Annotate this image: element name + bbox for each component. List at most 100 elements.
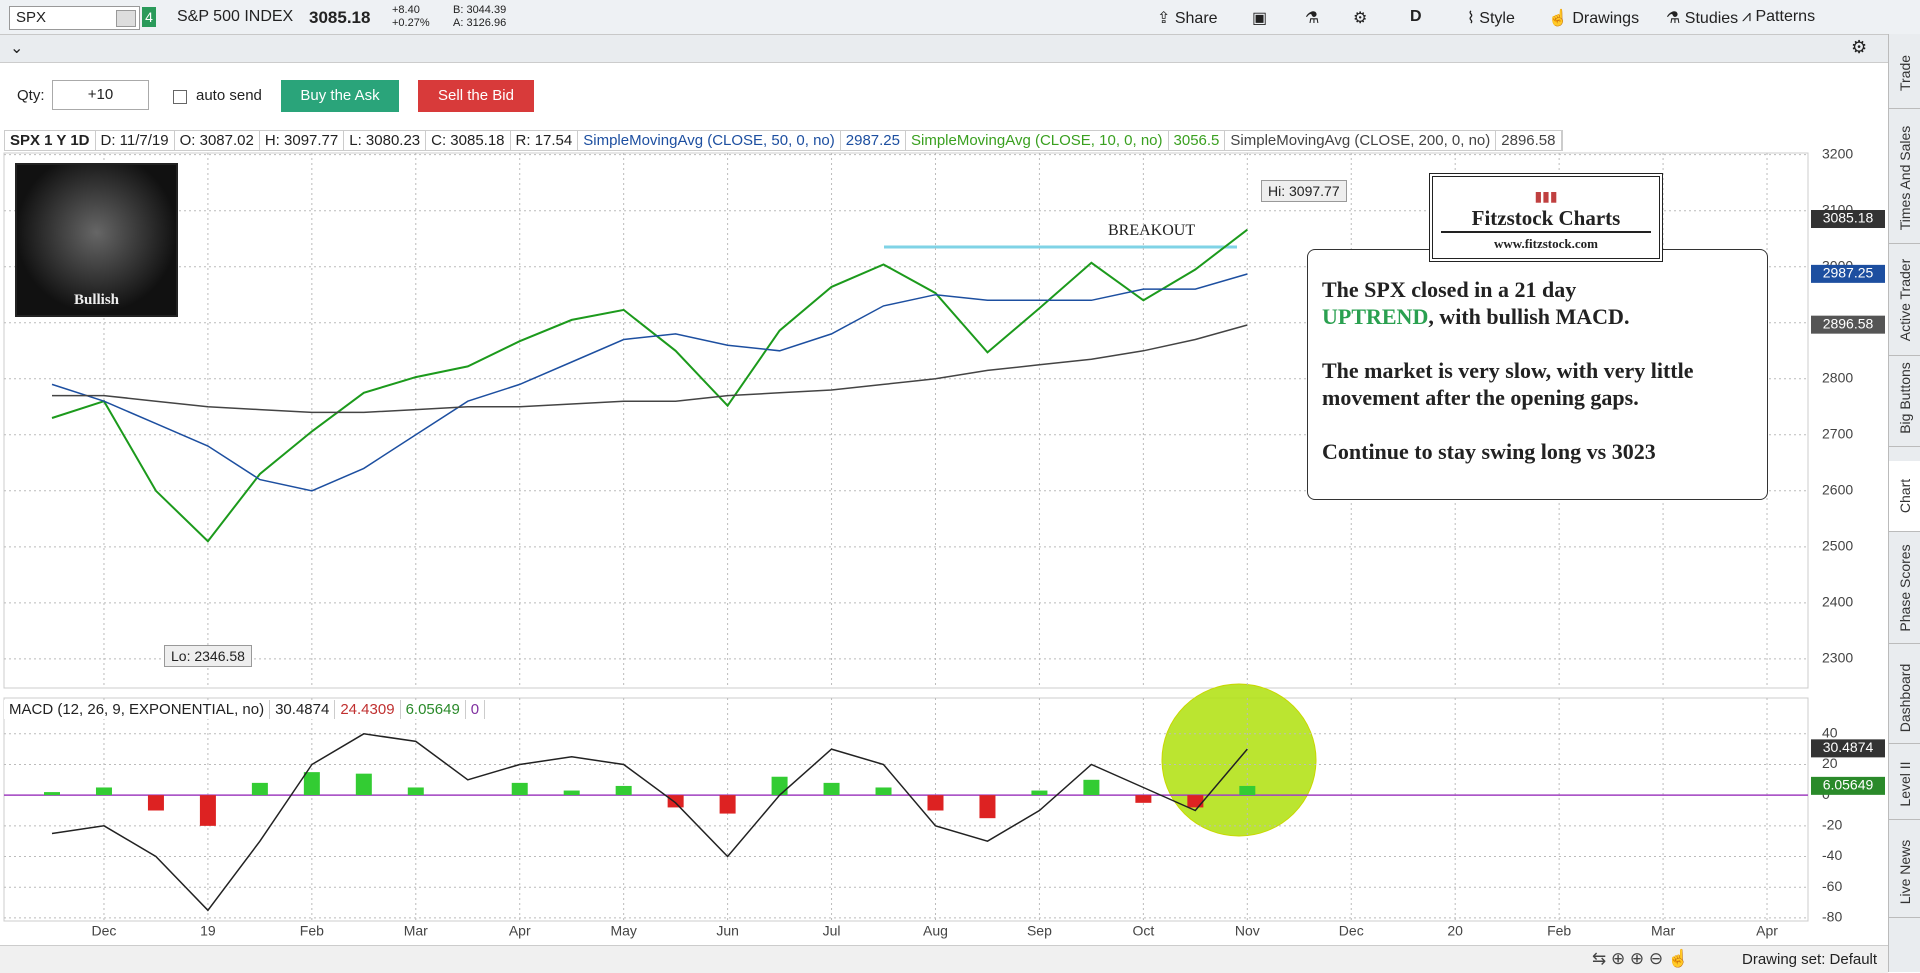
- histogram-bar: [1187, 795, 1204, 808]
- side-tabs: Trade Times And Sales Active Trader Big But…: [1888, 34, 1920, 972]
- side-tab[interactable]: Big Buttons: [1889, 351, 1920, 447]
- share-label: Share: [1174, 10, 1218, 27]
- studies-label: Studies: [1684, 10, 1739, 27]
- histogram-bar: [563, 790, 580, 796]
- chart-header: SPX 1 Y 1D D: 11/7/19 O: 3087.02 H: 3097.77…: [4, 130, 1563, 151]
- macd-readout: 6.05649: [401, 700, 466, 719]
- icon-button[interactable]: ▣: [1252, 10, 1268, 27]
- histogram-bar: [979, 795, 996, 819]
- side-tab-label: Big Buttons: [1897, 362, 1913, 434]
- side-tab-label: Phase Scores: [1897, 544, 1913, 632]
- side-tab-label: Level II: [1897, 761, 1913, 807]
- settings-button[interactable]: ⚙: [1353, 10, 1368, 27]
- bid: B: 3044.39: [453, 4, 507, 16]
- histogram-bar: [95, 787, 112, 796]
- y-tick-label: 2300: [1822, 650, 1853, 666]
- study-value: 3056.5: [1169, 131, 1226, 150]
- x-tick-label: Jun: [716, 923, 739, 939]
- value-badge: [1811, 264, 1885, 283]
- share-button[interactable]: ⇪ Share: [1157, 10, 1218, 27]
- x-tick-label: Dec: [1339, 923, 1364, 939]
- description: S&P 500 INDEX: [177, 8, 294, 25]
- value-badge-label: 3085.18: [1823, 210, 1874, 226]
- side-tab-label: Times And Sales: [1897, 125, 1913, 231]
- y-tick-label: 2400: [1822, 594, 1853, 610]
- histogram-bar: [875, 787, 892, 796]
- low: L: 3080.23: [344, 131, 427, 150]
- y-tick-label: 2500: [1822, 538, 1853, 554]
- histogram-bar: [1083, 779, 1100, 796]
- side-tab[interactable]: Active Trader: [1889, 245, 1920, 356]
- net-change: +8.40: [392, 4, 420, 16]
- icon-button[interactable]: ⚗: [1305, 10, 1320, 27]
- drawings-button[interactable]: ☝ Drawings: [1548, 10, 1640, 27]
- histogram-bar: [615, 785, 632, 796]
- value-badge: [1811, 776, 1885, 795]
- histogram-bar: [199, 795, 216, 826]
- sell-button[interactable]: Sell the Bid: [418, 80, 534, 112]
- gear-button[interactable]: ⚙: [1851, 37, 1868, 57]
- y-tick-label: -20: [1822, 817, 1842, 833]
- collapse-button[interactable]: ⌄: [10, 40, 24, 57]
- histogram-bar: [1135, 795, 1152, 803]
- y-tick-label: 2800: [1822, 369, 1853, 385]
- side-tab-label: Active Trader: [1897, 258, 1913, 342]
- drawing-set[interactable]: Drawing set: Default: [1742, 951, 1878, 968]
- x-tick-label: Dec: [92, 923, 117, 939]
- lo-label: Lo: 2346.58: [164, 645, 252, 667]
- buy-button[interactable]: Buy the Ask: [281, 80, 399, 112]
- value-badge-label: 6.05649: [1823, 777, 1874, 793]
- zoom-tools[interactable]: ⇆ ⊕ ⊕ ⊖ ☝: [1592, 949, 1690, 968]
- patterns-button[interactable]: ⩘ Patterns: [1742, 8, 1816, 25]
- x-tick-label: Jul: [823, 923, 841, 939]
- style-button[interactable]: ⌇ Style: [1467, 10, 1515, 27]
- value-badge: [1811, 315, 1885, 334]
- qty-label: Qty:: [17, 87, 45, 104]
- side-tab[interactable]: Dashboard: [1889, 653, 1920, 744]
- histogram-bar: [147, 795, 164, 811]
- histogram-bar: [719, 795, 736, 814]
- qty-input[interactable]: +10: [52, 80, 149, 110]
- x-tick-label: 19: [200, 923, 216, 939]
- x-tick-label: Feb: [1547, 923, 1571, 939]
- note-text: Continue to stay swing long vs 3023: [1322, 439, 1656, 464]
- side-tab[interactable]: Live News: [1889, 827, 1920, 918]
- study-name: SimpleMovingAvg (CLOSE, 10, 0, no): [906, 131, 1169, 150]
- side-tab[interactable]: Trade: [1889, 38, 1920, 109]
- bull-image: Bullish: [15, 163, 178, 317]
- side-tab[interactable]: Times And Sales: [1889, 113, 1920, 244]
- x-tick-label: Mar: [404, 923, 428, 939]
- y-tick-label: -60: [1822, 878, 1842, 894]
- value-badge: [1811, 739, 1885, 758]
- value-badge-label: 2987.25: [1823, 265, 1874, 281]
- x-tick-label: Apr: [509, 923, 531, 939]
- link-group[interactable]: 4: [142, 7, 156, 27]
- histogram-bar: [44, 792, 60, 796]
- period-button[interactable]: D: [1410, 8, 1422, 25]
- macd-readout: 24.4309: [335, 700, 401, 719]
- studies-button[interactable]: ⚗ Studies: [1666, 10, 1739, 27]
- auto-send-checkbox[interactable]: [173, 90, 187, 104]
- logo: ▮▮▮ Fitzstock Charts www.fitzstock.com: [1429, 173, 1663, 262]
- histogram-bar: [355, 773, 372, 796]
- price-line: [51, 273, 1248, 492]
- y-tick-label: 3200: [1822, 145, 1853, 161]
- price-panel: [3, 152, 1809, 689]
- x-tick-label: Apr: [1756, 923, 1778, 939]
- breakout-label: BREAKOUT: [1108, 222, 1196, 239]
- logo-title: Fitzstock Charts: [1441, 206, 1651, 233]
- close: C: 3085.18: [426, 131, 511, 150]
- side-tab[interactable]: Chart: [1889, 461, 1920, 532]
- symbol-input[interactable]: SPX: [9, 6, 140, 30]
- macd-panel: [3, 697, 1809, 922]
- side-tab[interactable]: Level II: [1889, 749, 1920, 820]
- study-name: SimpleMovingAvg (CLOSE, 50, 0, no): [578, 131, 841, 150]
- histogram-bar: [251, 782, 268, 796]
- note-text: The market is very slow, with very littl…: [1322, 358, 1694, 410]
- histogram-bar: [667, 795, 684, 808]
- patterns-label: Patterns: [1755, 8, 1816, 25]
- note-box: The SPX closed in a 21 day UPTREND, with …: [1307, 249, 1768, 500]
- side-tab[interactable]: Phase Scores: [1889, 533, 1920, 644]
- status-bar: [0, 945, 1888, 973]
- histogram-bar: [1239, 785, 1256, 796]
